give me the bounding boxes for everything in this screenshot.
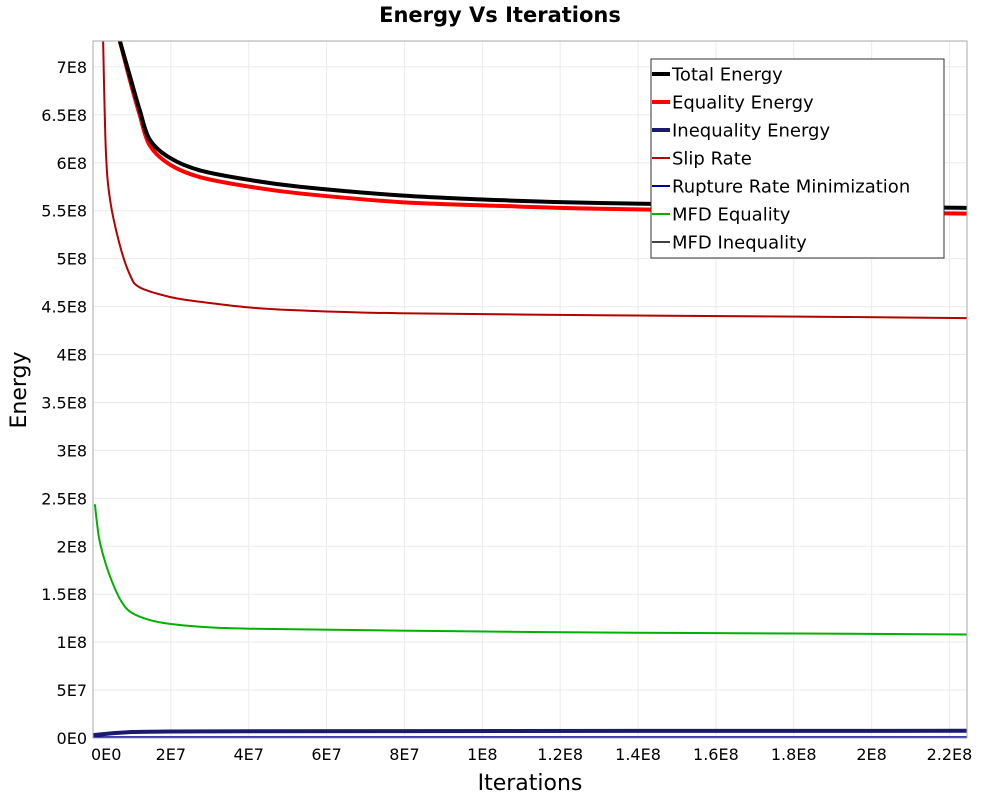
x-tick-label: 1.2E8 xyxy=(537,745,583,764)
x-tick-label: 0E0 xyxy=(91,745,121,764)
y-tick-label: 4.5E8 xyxy=(41,298,87,317)
y-gridlines xyxy=(93,66,967,691)
y-tick-label: 5E7 xyxy=(57,681,87,700)
x-tick-label: 1E8 xyxy=(467,745,497,764)
legend-label-equality-energy: Equality Energy xyxy=(672,93,814,114)
y-tick-label: 5.5E8 xyxy=(41,202,87,221)
x-tick-label: 2E7 xyxy=(156,745,186,764)
legend-label-rupture-rate-minimization: Rupture Rate Minimization xyxy=(672,177,910,198)
y-tick-label: 5E8 xyxy=(57,250,87,269)
x-tick-label: 4E7 xyxy=(233,745,263,764)
legend-label-mfd-equality: MFD Equality xyxy=(672,205,791,226)
y-tick-label: 3.5E8 xyxy=(41,393,87,412)
series-line-inequality-energy xyxy=(93,728,967,738)
legend-label-slip-rate: Slip Rate xyxy=(672,149,752,170)
y-tick-label: 2.5E8 xyxy=(41,489,87,508)
legend-label-mfd-inequality: MFD Inequality xyxy=(672,233,807,254)
chart-title: Energy Vs Iterations xyxy=(379,3,621,27)
x-tick-label: 1.4E8 xyxy=(615,745,661,764)
y-tick-label: 2E8 xyxy=(57,537,87,556)
x-axis-ticks: 0E0 2E7 4E7 6E7 8E7 1E8 1.2E8 1.4E8 1.6E8 1.8E8 2E… xyxy=(91,745,972,764)
y-tick-label: 3E8 xyxy=(57,441,87,460)
y-tick-label: 1E8 xyxy=(57,633,87,652)
x-axis-label: Iterations xyxy=(478,771,583,796)
y-tick-label: 6.5E8 xyxy=(41,106,87,125)
legend: Total Energy Equality Energy Inequality En… xyxy=(650,58,945,259)
x-tick-label: 2.2E8 xyxy=(927,745,973,764)
y-tick-label: 1.5E8 xyxy=(41,585,87,604)
x-tick-label: 1.6E8 xyxy=(693,745,739,764)
series-line-slip-rate xyxy=(102,41,967,320)
y-tick-label: 4E8 xyxy=(57,346,87,365)
y-tick-label: 6E8 xyxy=(57,154,87,173)
y-tick-label: 7E8 xyxy=(57,58,87,77)
plot-frame xyxy=(92,40,968,739)
y-tick-label: 0E0 xyxy=(57,729,87,748)
x-tick-label: 6E7 xyxy=(311,745,341,764)
legend-label-inequality-energy: Inequality Energy xyxy=(672,121,830,142)
legend-box xyxy=(650,58,945,259)
x-tick-label: 1.8E8 xyxy=(771,745,817,764)
y-axis-ticks: 0E0 5E7 1E8 1.5E8 2E8 2.5E8 3E8 3.5E8 4E8 4.5E8 5E… xyxy=(41,58,87,748)
y-axis-label: Energy xyxy=(7,351,32,428)
x-tick-label: 8E7 xyxy=(389,745,419,764)
legend-label-total-energy: Total Energy xyxy=(671,65,783,86)
series-line-mfd-equality xyxy=(93,504,967,636)
x-tick-label: 2E8 xyxy=(856,745,886,764)
